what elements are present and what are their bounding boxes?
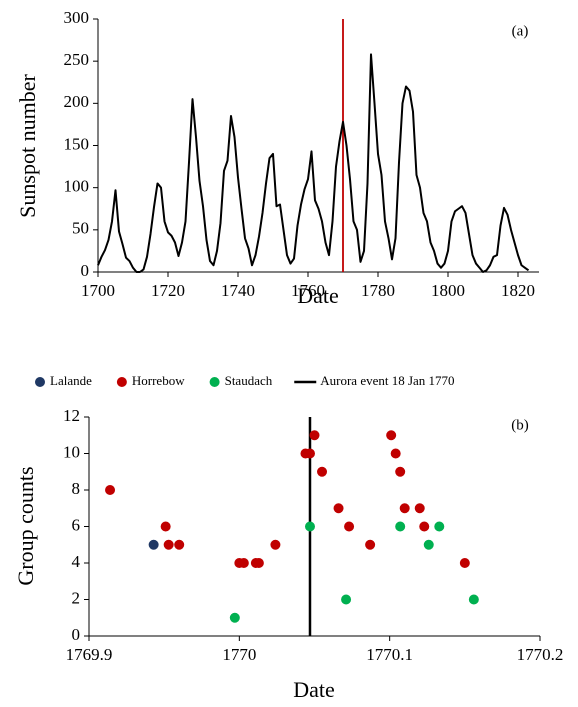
point bbox=[399, 503, 410, 514]
point bbox=[365, 539, 376, 550]
y-tick-label: 10 bbox=[63, 442, 80, 461]
x-tick-label: 1780 bbox=[361, 281, 395, 300]
panel-label: (b) bbox=[511, 417, 529, 433]
point bbox=[333, 503, 344, 514]
point bbox=[253, 558, 264, 568]
y-tick-label: 2 bbox=[72, 588, 81, 607]
point bbox=[304, 521, 315, 532]
point bbox=[174, 539, 185, 550]
point bbox=[309, 430, 320, 441]
x-tick-label: 1770.1 bbox=[366, 645, 413, 664]
point bbox=[414, 503, 425, 514]
legend-label: Aurora event 18 Jan 1770 bbox=[320, 373, 454, 388]
point bbox=[395, 466, 406, 477]
x-tick-label: 1720 bbox=[151, 281, 185, 300]
point bbox=[459, 558, 470, 568]
y-tick-label: 150 bbox=[64, 134, 90, 153]
point bbox=[229, 612, 240, 623]
y-tick-label: 250 bbox=[64, 50, 90, 69]
x-axis-title: Date bbox=[293, 677, 335, 702]
y-tick-label: 0 bbox=[72, 625, 81, 644]
y-tick-label: 300 bbox=[64, 8, 90, 27]
point bbox=[386, 430, 397, 441]
x-tick-label: 1770.2 bbox=[517, 645, 564, 664]
y-tick-label: 12 bbox=[63, 406, 80, 425]
point bbox=[160, 521, 171, 532]
point bbox=[468, 594, 479, 605]
x-tick-label: 1770 bbox=[222, 645, 256, 664]
point bbox=[395, 521, 406, 532]
point bbox=[148, 539, 159, 550]
y-tick-label: 50 bbox=[72, 219, 89, 238]
point bbox=[390, 448, 401, 459]
legend-label: Horrebow bbox=[132, 373, 185, 388]
y-tick-label: 8 bbox=[72, 479, 81, 498]
x-tick-label: 1700 bbox=[81, 281, 115, 300]
sunspot-line bbox=[97, 53, 530, 273]
point bbox=[163, 539, 174, 550]
x-tick-label: 1820 bbox=[501, 281, 535, 300]
x-axis-title: Date bbox=[297, 283, 339, 308]
y-tick-label: 100 bbox=[64, 177, 90, 196]
legend-marker bbox=[116, 377, 127, 387]
point bbox=[423, 539, 434, 550]
legend-marker bbox=[209, 377, 220, 387]
y-tick-label: 6 bbox=[72, 515, 81, 534]
point bbox=[419, 521, 430, 532]
point bbox=[304, 448, 315, 459]
point bbox=[238, 558, 249, 568]
legend-marker bbox=[35, 377, 45, 387]
x-tick-label: 1740 bbox=[221, 281, 255, 300]
point bbox=[341, 594, 352, 605]
point bbox=[270, 539, 281, 550]
x-tick-label: 1769.9 bbox=[66, 645, 113, 664]
y-tick-label: 0 bbox=[81, 261, 90, 280]
panel-label: (a) bbox=[512, 23, 529, 39]
y-tick-label: 200 bbox=[64, 92, 90, 111]
x-tick-label: 1760 bbox=[291, 281, 325, 300]
legend-label: Lalande bbox=[50, 373, 92, 388]
y-tick-label: 4 bbox=[72, 552, 81, 571]
point bbox=[317, 466, 328, 477]
point bbox=[105, 485, 116, 495]
y-axis-title: Sunspot number bbox=[15, 74, 40, 218]
point bbox=[344, 521, 355, 532]
legend-label: Staudach bbox=[225, 373, 273, 388]
point bbox=[434, 521, 445, 532]
x-tick-label: 1800 bbox=[431, 281, 465, 300]
y-axis-title: Group counts bbox=[13, 466, 38, 585]
